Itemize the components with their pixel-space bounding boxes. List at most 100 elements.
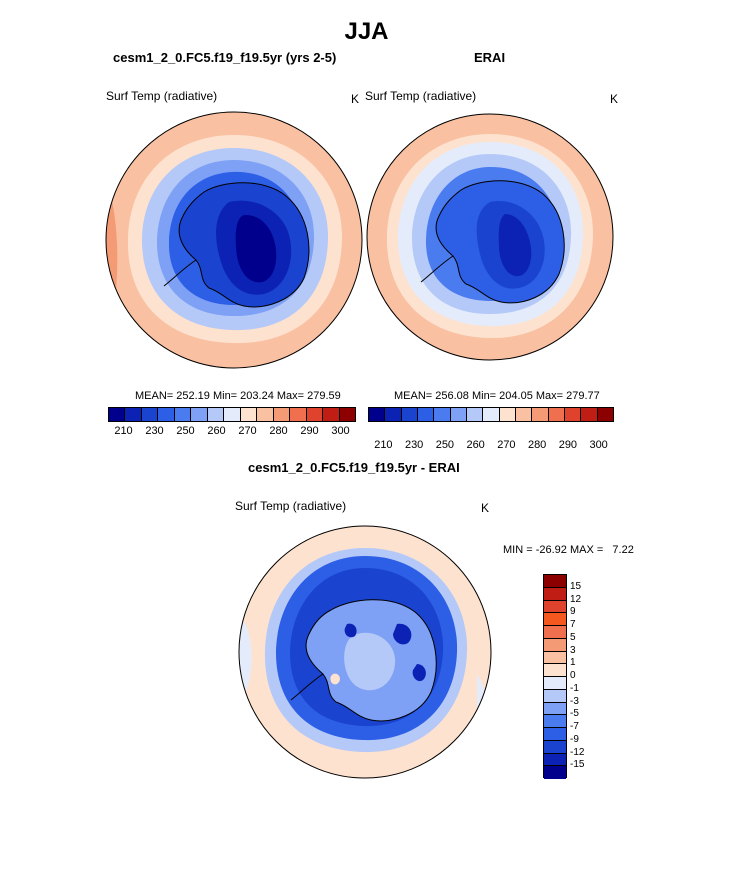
panel-right-case-title: ERAI (474, 50, 506, 65)
diff-colorbar-swatch (544, 626, 566, 639)
colorbar-swatch (483, 408, 500, 421)
map-right (366, 113, 614, 361)
map-right-plateau-core (498, 214, 532, 277)
colorbar-swatch (323, 408, 340, 421)
panel-right-units-label: K (610, 92, 619, 106)
colorbar-tick-label: 270 (238, 425, 257, 437)
colorbar-tick-label: 250 (435, 439, 455, 451)
diff-colorbar-swatch (544, 600, 566, 614)
diff-colorbar-swatch (544, 651, 566, 665)
colorbar-tick-label: 290 (558, 439, 578, 451)
diff-colorbar-tick-label: -7 (570, 721, 579, 732)
colorbar-swatch (581, 408, 598, 421)
diff-colorbar-swatch (544, 728, 566, 741)
colorbar-tick-label: 280 (269, 425, 288, 437)
panel-left-colorbar (108, 407, 356, 422)
colorbar-tick-label: 210 (374, 439, 393, 451)
panel-left-stats: MEAN= 252.19 Min= 203.24 Max= 279.59 (135, 390, 341, 402)
colorbar-tick-label: 300 (589, 439, 608, 451)
colorbar-tick-label: 250 (176, 425, 195, 437)
map-diff-deep-spot-2 (412, 664, 426, 682)
diff-colorbar-swatch (544, 575, 566, 588)
diff-case-title: cesm1_2_0.FC5.f19_f19.5yr - ERAI (248, 460, 460, 475)
diff-colorbar-tick-label: 12 (570, 593, 582, 605)
panel-right-colorbar (368, 407, 614, 422)
colorbar-swatch (224, 408, 241, 421)
colorbar-tick-label: 260 (466, 439, 485, 451)
colorbar-swatch (174, 408, 192, 421)
diff-colorbar-tick-label: 9 (570, 606, 576, 618)
diff-colorbar-tick-label: -12 (570, 746, 585, 758)
map-diff-warm-spot (330, 673, 340, 685)
colorbar-swatch (499, 408, 516, 421)
diff-colorbar-swatch (544, 638, 566, 652)
map-right-peninsula (420, 255, 454, 283)
diff-colorbar-tick-label: 7 (570, 619, 576, 630)
map-diff-deep-spot-1 (393, 623, 412, 645)
colorbar-tick-label: 260 (207, 425, 226, 437)
colorbar-tick-label: 230 (404, 439, 424, 451)
diff-colorbar-tick-label: 5 (570, 631, 576, 643)
colorbar-swatch (466, 408, 484, 421)
colorbar-swatch (401, 408, 418, 421)
diff-colorbar-ticks: 15 12 9 7 5 3 1 0 -1 -3 -5 -7 -9 -12 -15 (570, 574, 600, 778)
colorbar-swatch (450, 408, 467, 421)
diff-colorbar-swatch (544, 753, 566, 767)
colorbar-swatch (597, 408, 613, 421)
map-left-peninsula (163, 259, 197, 287)
diff-colorbar-swatch (544, 766, 566, 779)
colorbar-swatch (306, 408, 324, 421)
diff-colorbar-tick-label: 0 (570, 670, 576, 681)
colorbar-swatch (369, 408, 386, 421)
map-diff (238, 525, 492, 779)
colorbar-tick-label: 280 (527, 439, 547, 451)
diff-colorbar-tick-label: 3 (570, 644, 576, 656)
diff-colorbar-swatch (544, 664, 566, 677)
colorbar-tick-label: 290 (300, 425, 319, 437)
colorbar-tick-label: 230 (145, 425, 164, 437)
diff-colorbar-swatch (544, 715, 566, 728)
colorbar-tick-label: 210 (114, 425, 133, 437)
colorbar-swatch (532, 408, 549, 421)
diff-colorbar-tick-label: -1 (570, 682, 579, 694)
colorbar-tick-label: 300 (331, 425, 350, 437)
panel-left-units-label: K (351, 92, 360, 106)
colorbar-swatch (141, 408, 159, 421)
map-left-plateau-core (235, 214, 277, 283)
diff-units-label: K (481, 501, 490, 515)
colorbar-swatch (564, 408, 582, 421)
map-diff-deep-spot-3 (344, 623, 357, 638)
panel-right-variable-label: Surf Temp (radiative) (365, 89, 477, 103)
diff-colorbar-tick-label: -9 (570, 733, 579, 745)
diff-colorbar-swatch (544, 740, 566, 754)
panel-left-variable-label: Surf Temp (radiative) (106, 89, 218, 103)
colorbar-swatch (125, 408, 142, 421)
colorbar-swatch (191, 408, 208, 421)
colorbar-swatch (158, 408, 175, 421)
colorbar-swatch (548, 408, 565, 421)
colorbar-swatch (257, 408, 274, 421)
colorbar-swatch (273, 408, 291, 421)
diff-colorbar (543, 574, 567, 779)
colorbar-swatch (417, 408, 435, 421)
diff-colorbar-tick-label: -5 (570, 708, 579, 720)
diff-colorbar-tick-label: 15 (570, 580, 582, 592)
diff-minmax-stats: MIN = -26.92 MAX = 7.22 (503, 544, 634, 556)
diff-colorbar-swatch (544, 677, 566, 690)
colorbar-swatch (240, 408, 258, 421)
panel-left-case-title: cesm1_2_0.FC5.f19_f19.5yr (yrs 2-5) (113, 50, 337, 65)
colorbar-swatch (515, 408, 533, 421)
panel-right-stats: MEAN= 256.08 Min= 204.05 Max= 279.77 (394, 390, 600, 402)
diff-variable-label: Surf Temp (radiative) (235, 499, 347, 513)
diff-colorbar-swatch (544, 587, 566, 601)
figure-title: JJA (344, 18, 389, 45)
diff-colorbar-swatch (544, 702, 566, 716)
colorbar-swatch (109, 408, 126, 421)
diff-colorbar-tick-label: -3 (570, 695, 579, 707)
colorbar-swatch (339, 408, 356, 421)
diff-colorbar-swatch (544, 689, 566, 703)
panel-right-colorbar-ticks: 210 230 250 260 270 280 290 300 (368, 439, 614, 453)
diff-colorbar-tick-label: -15 (570, 759, 585, 771)
colorbar-swatch (385, 408, 402, 421)
colorbar-swatch (290, 408, 307, 421)
